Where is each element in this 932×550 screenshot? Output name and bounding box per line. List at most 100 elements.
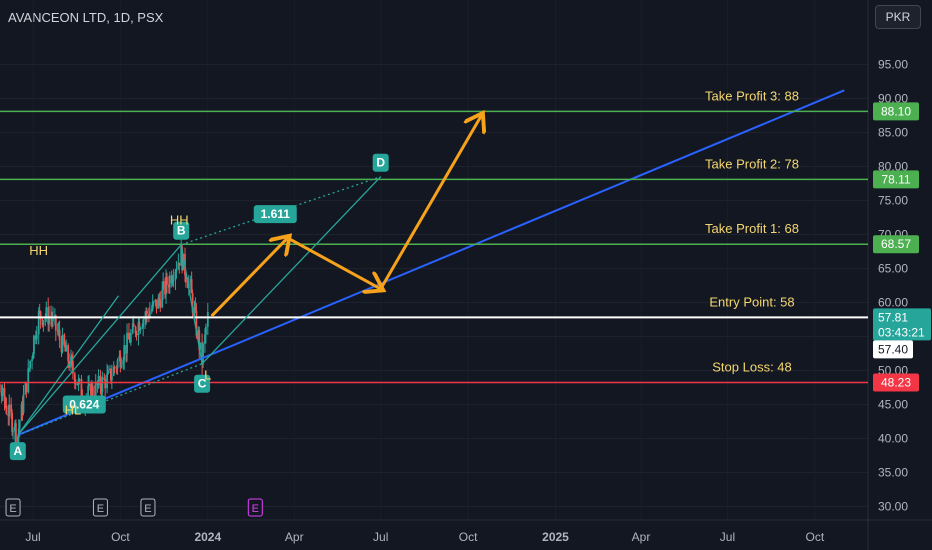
candle-body — [122, 360, 125, 365]
candle-body — [146, 310, 148, 315]
pattern-leg[interactable] — [17, 295, 120, 436]
candle-body — [141, 327, 144, 329]
candle-body — [31, 359, 33, 361]
candle-body — [73, 373, 76, 384]
candle-body — [101, 377, 104, 392]
earnings-marker-text: E — [97, 503, 104, 515]
level-price-tag-bg — [873, 170, 919, 189]
y-tick-label: 45.00 — [878, 398, 908, 412]
earnings-marker[interactable]: E — [92, 498, 108, 517]
candle-body — [35, 334, 38, 340]
level-price-tag-text: 88.10 — [881, 104, 911, 118]
currency-button[interactable]: PKR — [875, 5, 921, 29]
candle-body — [112, 367, 115, 376]
prev-close-tag-bg — [873, 340, 913, 359]
structure-label: L — [204, 367, 211, 382]
candle-body — [180, 246, 183, 266]
level-price-tag-text: 48.23 — [881, 376, 911, 390]
candle-body — [90, 383, 92, 402]
support-trendline[interactable] — [17, 89, 845, 437]
projection-arrow[interactable] — [210, 238, 288, 318]
fib-ratio-label-text: 1.611 — [261, 207, 291, 221]
candle-body — [80, 379, 83, 398]
candle-body — [142, 319, 145, 328]
candle-body — [8, 404, 11, 417]
candle-body — [3, 387, 6, 402]
x-tick-label: 2025 — [542, 530, 569, 544]
projection-arrow[interactable] — [379, 116, 482, 290]
y-tick-label: 80.00 — [878, 160, 908, 174]
fib-ratio-label[interactable]: 1.611 — [253, 205, 297, 224]
candle-body — [206, 312, 209, 327]
candle-body — [0, 384, 1, 392]
candle-body — [194, 307, 197, 311]
pattern-leg[interactable] — [180, 244, 203, 364]
candle-body — [56, 330, 59, 332]
earnings-marker[interactable]: E — [140, 498, 156, 517]
candle-body — [109, 368, 111, 371]
x-tick-label: Oct — [459, 530, 478, 544]
pattern-point-b[interactable]: B — [173, 221, 190, 240]
candle-body — [10, 404, 13, 413]
x-tick-label: Jul — [720, 530, 735, 544]
candle-body — [106, 373, 108, 389]
candle-body — [18, 420, 21, 429]
candle-body — [110, 375, 113, 381]
candle-body — [87, 386, 89, 396]
y-tick-label: 75.00 — [878, 194, 908, 208]
candle-body — [41, 319, 44, 326]
level-label: Stop Loss: 48 — [712, 360, 792, 375]
candle-body — [115, 367, 118, 369]
projection-arrow[interactable] — [286, 236, 381, 289]
y-tick-label: 40.00 — [878, 432, 908, 446]
y-tick-label: 60.00 — [878, 296, 908, 310]
fib-ratio-label[interactable]: 0.624 — [62, 395, 106, 414]
candle-body — [51, 317, 53, 322]
earnings-marker-box — [140, 498, 156, 517]
earnings-marker-text: E — [9, 503, 16, 515]
earnings-marker[interactable]: E — [5, 498, 21, 517]
candle-body — [44, 317, 47, 321]
candle-body — [123, 345, 126, 361]
candle-body — [132, 323, 135, 327]
level-label: Take Profit 2: 78 — [705, 156, 799, 171]
y-tick-label: 95.00 — [878, 58, 908, 72]
pattern-point-c[interactable]: C — [194, 374, 211, 393]
candle-body — [38, 310, 41, 312]
pattern-point-c-bg — [194, 374, 211, 393]
candle-body — [103, 377, 106, 380]
pattern-leg[interactable] — [201, 176, 382, 365]
candle-body — [178, 262, 181, 266]
earnings-marker-box — [92, 498, 108, 517]
candle-body — [54, 315, 57, 331]
candle-body — [118, 355, 121, 361]
level-price-tag: 88.10 — [873, 102, 919, 121]
candle-body — [158, 297, 161, 300]
candle-body — [48, 316, 51, 325]
x-tick-label: Apr — [285, 530, 304, 544]
candle-body — [148, 314, 150, 318]
candle-body — [168, 275, 171, 288]
candle-body — [119, 355, 122, 368]
pattern-leg[interactable] — [17, 244, 182, 436]
candle-body — [159, 299, 162, 308]
earnings-marker-text: E — [252, 503, 259, 515]
earnings-marker[interactable]: E — [247, 498, 263, 517]
x-tick-label: Jul — [373, 530, 388, 544]
candle-body — [100, 388, 103, 392]
candle-body — [151, 301, 154, 310]
candle-body — [78, 379, 81, 381]
pattern-point-a[interactable]: A — [9, 442, 26, 461]
candle-body — [166, 276, 168, 285]
candle-body — [154, 299, 157, 302]
candle-body — [191, 293, 194, 313]
y-tick-label: 90.00 — [878, 92, 908, 106]
pattern-point-d-bg — [372, 153, 389, 172]
countdown-text: 03:43:21 — [878, 325, 925, 339]
pattern-point-d[interactable]: D — [372, 153, 389, 172]
candle-body — [138, 322, 141, 331]
candle-body — [28, 368, 31, 370]
candle-body — [20, 404, 23, 421]
candle-body — [152, 301, 155, 303]
